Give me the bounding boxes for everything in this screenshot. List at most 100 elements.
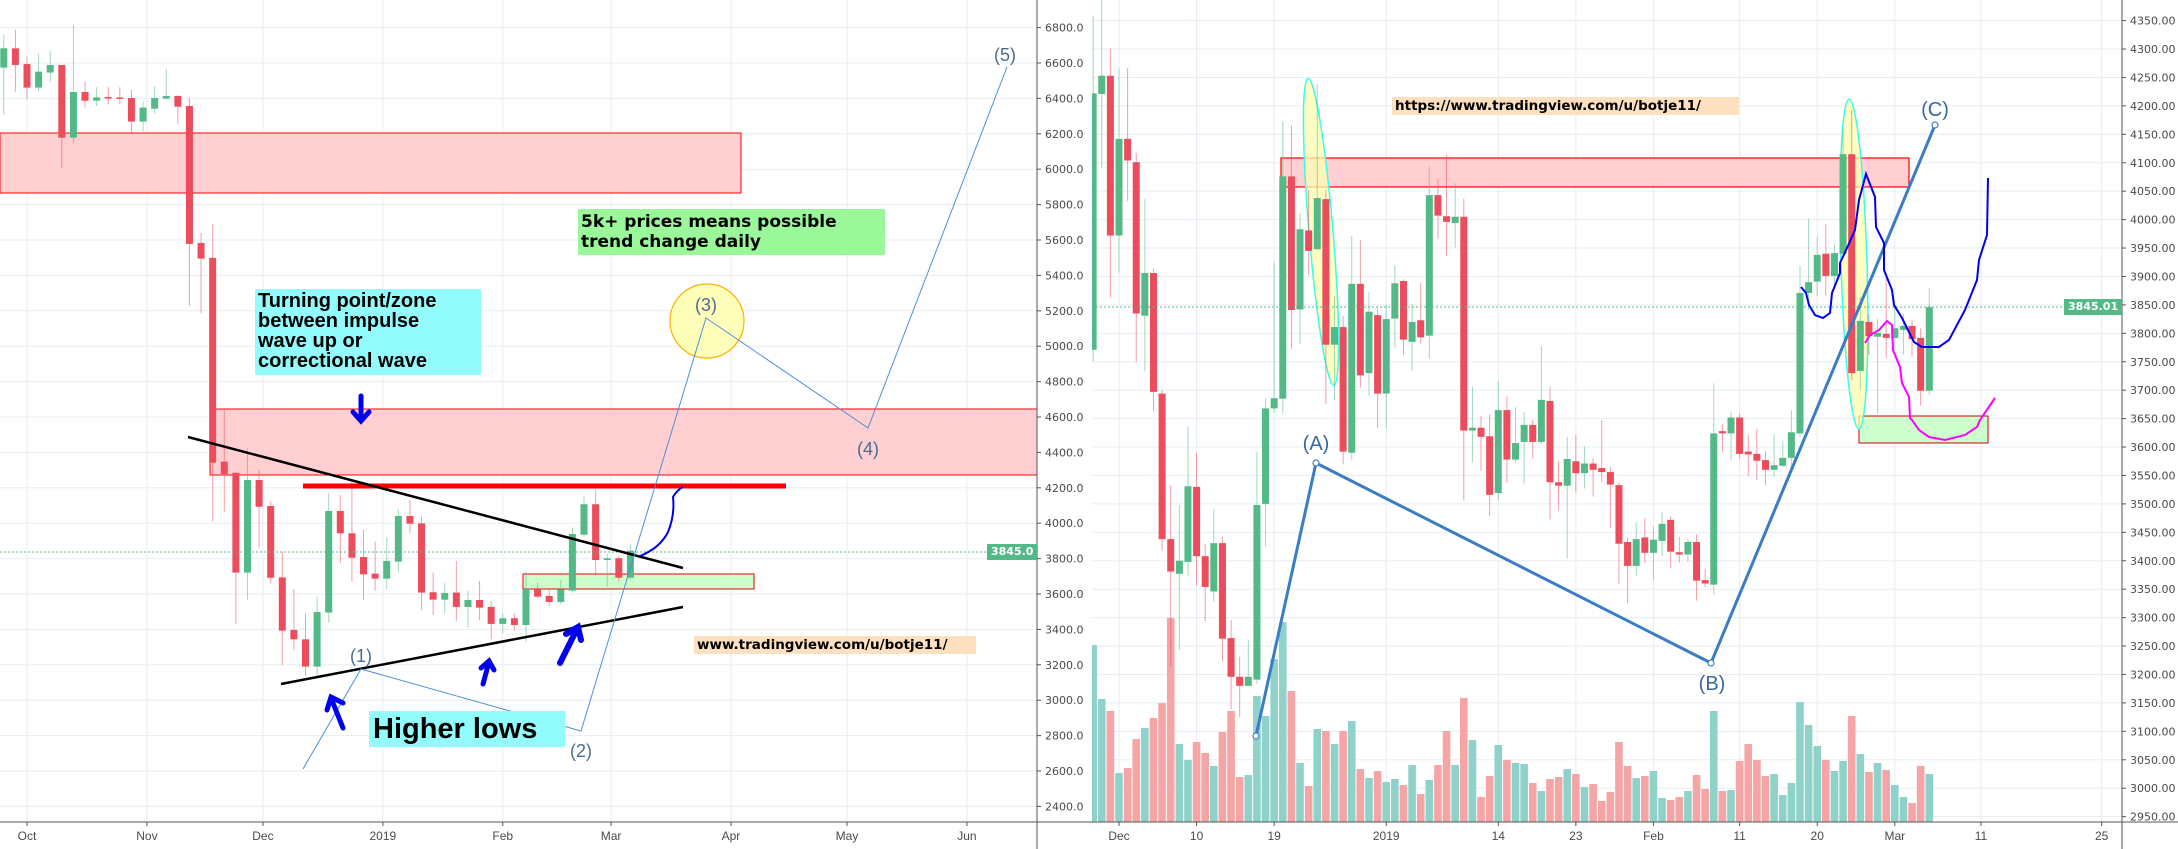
support-zone[interactable] xyxy=(522,573,755,590)
candle[interactable] xyxy=(336,495,344,564)
candle[interactable] xyxy=(1503,396,1511,483)
candle[interactable] xyxy=(1399,279,1407,355)
candle[interactable] xyxy=(1132,153,1140,362)
candle[interactable] xyxy=(1848,109,1856,380)
candle[interactable] xyxy=(348,481,356,582)
note-higher-lows[interactable]: Higher lows xyxy=(369,711,565,747)
candle[interactable] xyxy=(325,493,333,623)
candle[interactable] xyxy=(1675,536,1683,563)
wave-point-c[interactable] xyxy=(1931,121,1939,129)
candle[interactable] xyxy=(464,590,472,628)
candle[interactable] xyxy=(406,500,414,534)
candle[interactable] xyxy=(1477,415,1485,471)
candle[interactable] xyxy=(1512,407,1520,463)
candle[interactable] xyxy=(360,529,368,601)
candle[interactable] xyxy=(452,560,460,621)
candle[interactable] xyxy=(209,223,217,522)
candle[interactable] xyxy=(1787,410,1795,473)
candle[interactable] xyxy=(383,537,391,590)
candle[interactable] xyxy=(1882,276,1890,359)
candle[interactable] xyxy=(476,580,484,621)
candle[interactable] xyxy=(1124,68,1132,201)
candle[interactable] xyxy=(197,232,205,314)
wave-point-b[interactable] xyxy=(1707,659,1715,667)
candle[interactable] xyxy=(255,469,263,548)
candle[interactable] xyxy=(1649,526,1657,581)
candle[interactable] xyxy=(1090,16,1097,362)
candle[interactable] xyxy=(1917,328,1925,406)
candle[interactable] xyxy=(626,544,634,580)
candle[interactable] xyxy=(1762,451,1769,486)
wave-point-start[interactable] xyxy=(1252,732,1260,740)
candle[interactable] xyxy=(1572,435,1580,493)
candle[interactable] xyxy=(1830,243,1838,285)
candle[interactable] xyxy=(1693,534,1701,601)
wave-point-a[interactable] xyxy=(1312,459,1320,467)
candle[interactable] xyxy=(1365,292,1373,396)
candle[interactable] xyxy=(1175,505,1183,651)
candle[interactable] xyxy=(1391,265,1399,349)
candle[interactable] xyxy=(1744,435,1752,477)
candle[interactable] xyxy=(139,101,147,132)
candle[interactable] xyxy=(1546,386,1554,520)
candle[interactable] xyxy=(1779,440,1787,468)
note-turning-point[interactable]: Turning point/zone between impulse wave … xyxy=(255,289,481,375)
candle[interactable] xyxy=(394,509,402,573)
candle[interactable] xyxy=(1451,183,1459,248)
candle[interactable] xyxy=(278,551,286,665)
candle[interactable] xyxy=(1615,482,1623,584)
candle[interactable] xyxy=(1141,199,1149,372)
candle[interactable] xyxy=(1253,451,1261,684)
abc-wave-path[interactable] xyxy=(1254,124,1937,737)
candle[interactable] xyxy=(1106,48,1114,298)
candle[interactable] xyxy=(313,596,321,679)
candle[interactable] xyxy=(1382,304,1390,429)
candle[interactable] xyxy=(1339,316,1347,465)
candle[interactable] xyxy=(58,64,66,169)
candle[interactable] xyxy=(1589,458,1597,497)
candle[interactable] xyxy=(418,516,426,610)
candle[interactable] xyxy=(1348,236,1356,460)
candle[interactable] xyxy=(1718,424,1726,452)
candle[interactable] xyxy=(1158,390,1166,551)
candle[interactable] xyxy=(151,86,159,114)
candle[interactable] xyxy=(1167,485,1175,667)
candle[interactable] xyxy=(1408,303,1416,371)
candle[interactable] xyxy=(1149,268,1157,411)
right-time-axis[interactable]: Dec 10 19 2019 14 23 Feb 11 20 Mar 11 25 xyxy=(1108,822,2109,843)
candle[interactable] xyxy=(499,613,507,634)
candle[interactable] xyxy=(1856,296,1864,391)
elliott-wave-path[interactable] xyxy=(302,66,1008,770)
candle[interactable] xyxy=(185,97,193,306)
candle[interactable] xyxy=(35,53,43,92)
candle[interactable] xyxy=(1374,308,1382,429)
candle[interactable] xyxy=(545,588,553,607)
candle[interactable] xyxy=(1813,236,1821,297)
resistance-zone-upper[interactable] xyxy=(0,132,742,194)
candle[interactable] xyxy=(1658,511,1666,557)
candle[interactable] xyxy=(301,613,309,676)
wave-3-target-circle[interactable] xyxy=(669,283,745,359)
candle[interactable] xyxy=(1305,190,1313,275)
candle[interactable] xyxy=(1624,538,1632,604)
candle[interactable] xyxy=(580,495,588,537)
candle[interactable] xyxy=(1796,265,1804,438)
candle[interactable] xyxy=(1434,179,1442,239)
candle[interactable] xyxy=(104,87,112,105)
candle[interactable] xyxy=(1468,386,1476,463)
support-zone-right[interactable] xyxy=(1858,415,1989,444)
candle[interactable] xyxy=(1184,426,1192,576)
candle[interactable] xyxy=(46,50,54,82)
candle[interactable] xyxy=(1270,262,1278,413)
candle[interactable] xyxy=(1279,121,1287,413)
candle[interactable] xyxy=(557,580,565,604)
descending-trendline[interactable] xyxy=(187,435,684,570)
candle[interactable] xyxy=(267,501,275,584)
candle[interactable] xyxy=(1262,398,1270,547)
resistance-zone-lower[interactable] xyxy=(209,408,1050,476)
candle[interactable] xyxy=(1227,619,1235,710)
candle[interactable] xyxy=(534,582,542,599)
candle[interactable] xyxy=(174,95,182,124)
candle[interactable] xyxy=(1822,224,1830,296)
